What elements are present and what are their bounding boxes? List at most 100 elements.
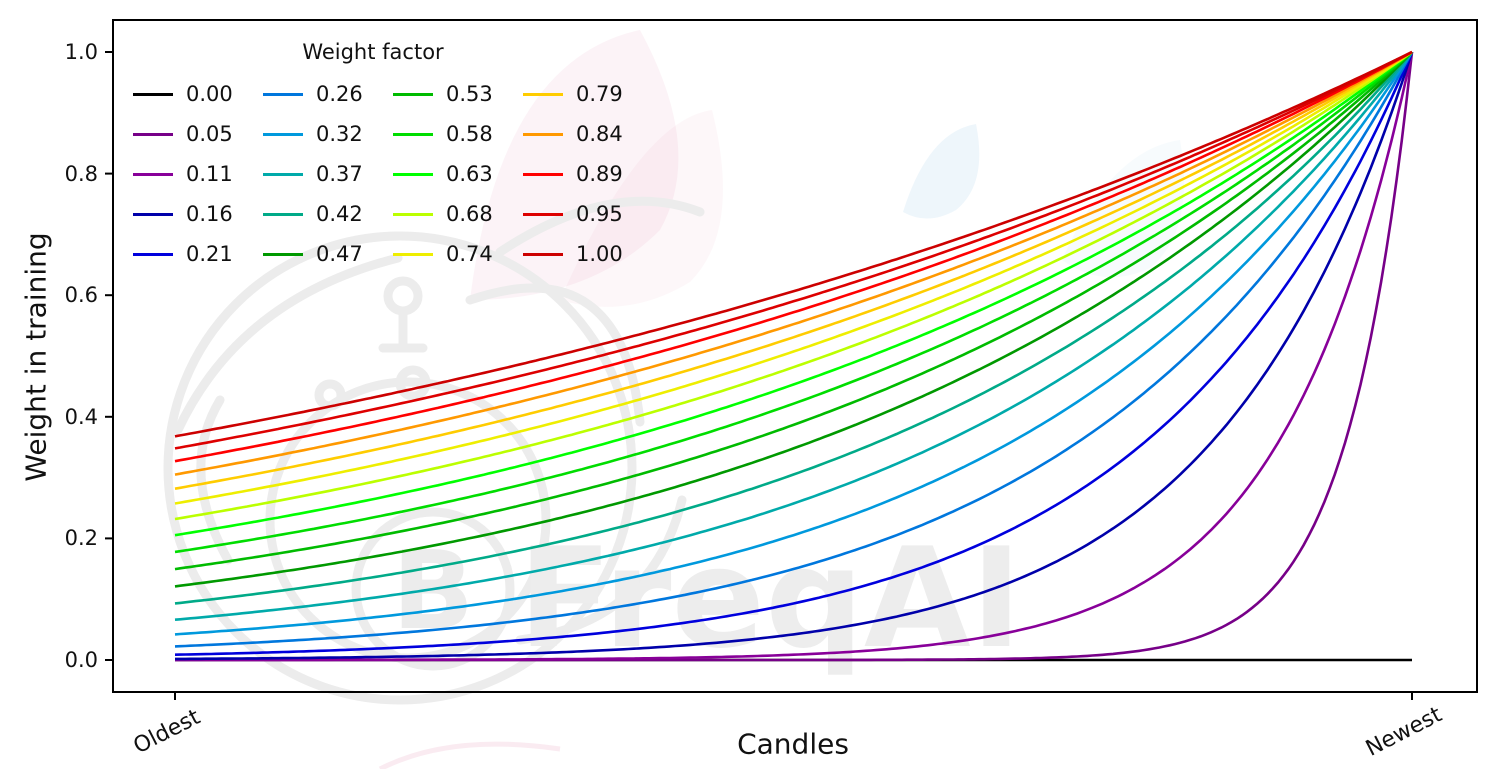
legend-column: 0.26 0.32 0.37 0.42 0.47	[263, 74, 393, 274]
legend-item-label: 0.95	[576, 202, 623, 226]
curve-1.00	[174, 50, 1413, 438]
legend-item-label: 0.21	[186, 242, 233, 266]
axes-frame	[112, 19, 1478, 693]
curve-0.42	[174, 51, 1413, 605]
legend-item: 0.58	[393, 114, 523, 154]
y-tick-label: 0.6	[64, 283, 98, 308]
legend-item-label: 0.26	[316, 82, 363, 106]
legend-item-label: 0.11	[186, 162, 233, 186]
legend-item-label: 0.63	[446, 162, 493, 186]
legend-title: Weight factor	[302, 40, 444, 64]
legend-swatch	[393, 212, 433, 216]
freqai-watermark-text: FreqAI	[518, 518, 1022, 679]
x-axis-label: Candles	[737, 727, 849, 761]
legend-item: 0.95	[523, 194, 653, 234]
legend-item: 0.37	[263, 154, 393, 194]
y-tick-label: 0.0	[64, 648, 98, 672]
legend-item-label: 0.05	[186, 122, 233, 146]
legend-item-label: 0.68	[446, 202, 493, 226]
legend-swatch	[523, 132, 563, 136]
legend-swatch	[263, 132, 303, 136]
legend-item: 0.21	[133, 234, 263, 274]
curve-0.63	[174, 50, 1413, 537]
legend-item-label: 0.00	[186, 82, 233, 106]
legend-item-label: 0.53	[446, 82, 493, 106]
legend-swatch	[263, 92, 303, 96]
legend-item: 0.79	[523, 74, 653, 114]
watermark-color-leaves	[378, 30, 1185, 769]
legend-item: 0.47	[263, 234, 393, 274]
legend-swatch	[393, 92, 433, 96]
legend-swatch	[133, 92, 173, 96]
curve-0.16	[175, 51, 1414, 661]
legend-item-label: 0.37	[316, 162, 363, 186]
curve-0.32	[174, 51, 1414, 636]
legend-item-label: 0.42	[316, 202, 363, 226]
legend-item-label: 0.32	[316, 122, 363, 146]
axis-ticks	[105, 51, 1413, 700]
legend-item-label: 1.00	[576, 242, 623, 266]
curve-0.37	[174, 51, 1414, 621]
curve-0.68	[174, 50, 1413, 521]
legend-item: 0.84	[523, 114, 653, 154]
curve-0.89	[174, 50, 1413, 463]
legend-swatch	[133, 212, 173, 216]
legend-item-label: 0.89	[576, 162, 623, 186]
legend-item: 1.00	[523, 234, 653, 274]
curve-0.26	[174, 51, 1414, 648]
legend-item: 0.32	[263, 114, 393, 154]
curve-0.11	[175, 51, 1414, 662]
curve-0.79	[174, 50, 1413, 490]
legend-swatch	[263, 212, 303, 216]
legend-item: 0.74	[393, 234, 523, 274]
legend-swatch	[393, 132, 433, 136]
y-tick-label: 0.8	[64, 161, 98, 186]
legend-item-label: 0.47	[316, 242, 363, 266]
legend-swatch	[393, 252, 433, 256]
legend-swatch	[523, 212, 563, 216]
legend-swatch	[523, 252, 563, 256]
legend-swatch	[133, 132, 173, 136]
series-curves	[174, 50, 1414, 662]
legend-item-label: 0.58	[446, 122, 493, 146]
legend-item: 0.42	[263, 194, 393, 234]
y-tick-label: 0.2	[64, 526, 98, 551]
legend-item: 0.89	[523, 154, 653, 194]
legend-swatch	[393, 172, 433, 176]
legend-column: 0.53 0.58 0.63 0.68 0.74	[393, 74, 523, 274]
legend-item: 0.16	[133, 194, 263, 234]
y-axis-label: Weight in training	[19, 232, 53, 482]
legend-swatch	[523, 92, 563, 96]
legend: Weight factor 0.00 0.05 0.11 0.16 0.21 0.26 0.…	[133, 40, 653, 274]
legend-swatch	[133, 252, 173, 256]
legend-swatch	[263, 252, 303, 256]
legend-item-label: 0.16	[186, 202, 233, 226]
curve-0.74	[174, 50, 1413, 505]
curve-0.84	[174, 50, 1413, 476]
legend-grid: 0.00 0.05 0.11 0.16 0.21 0.26 0.32 0.37 0.42 0.47…	[133, 74, 653, 274]
legend-item-label: 0.74	[446, 242, 493, 266]
legend-column: 0.00 0.05 0.11 0.16 0.21	[133, 74, 263, 274]
legend-item-label: 0.79	[576, 82, 623, 106]
y-tick-label: 0.4	[64, 404, 98, 429]
curve-0.58	[174, 51, 1413, 554]
y-tick-label: 1.0	[64, 40, 98, 64]
curve-0.53	[174, 51, 1413, 571]
curve-0.21	[174, 51, 1414, 656]
legend-item: 0.63	[393, 154, 523, 194]
logo-coin-glyph: B	[392, 529, 474, 654]
legend-swatch	[133, 172, 173, 176]
legend-item: 0.00	[133, 74, 263, 114]
legend-item: 0.53	[393, 74, 523, 114]
legend-column: 0.79 0.84 0.89 0.95 1.00	[523, 74, 653, 274]
legend-item: 0.05	[133, 114, 263, 154]
legend-item: 0.26	[263, 74, 393, 114]
legend-swatch	[263, 172, 303, 176]
curve-0.47	[174, 51, 1413, 588]
legend-item: 0.11	[133, 154, 263, 194]
legend-item: 0.68	[393, 194, 523, 234]
curve-0.95	[174, 50, 1413, 450]
legend-item-label: 0.84	[576, 122, 623, 146]
